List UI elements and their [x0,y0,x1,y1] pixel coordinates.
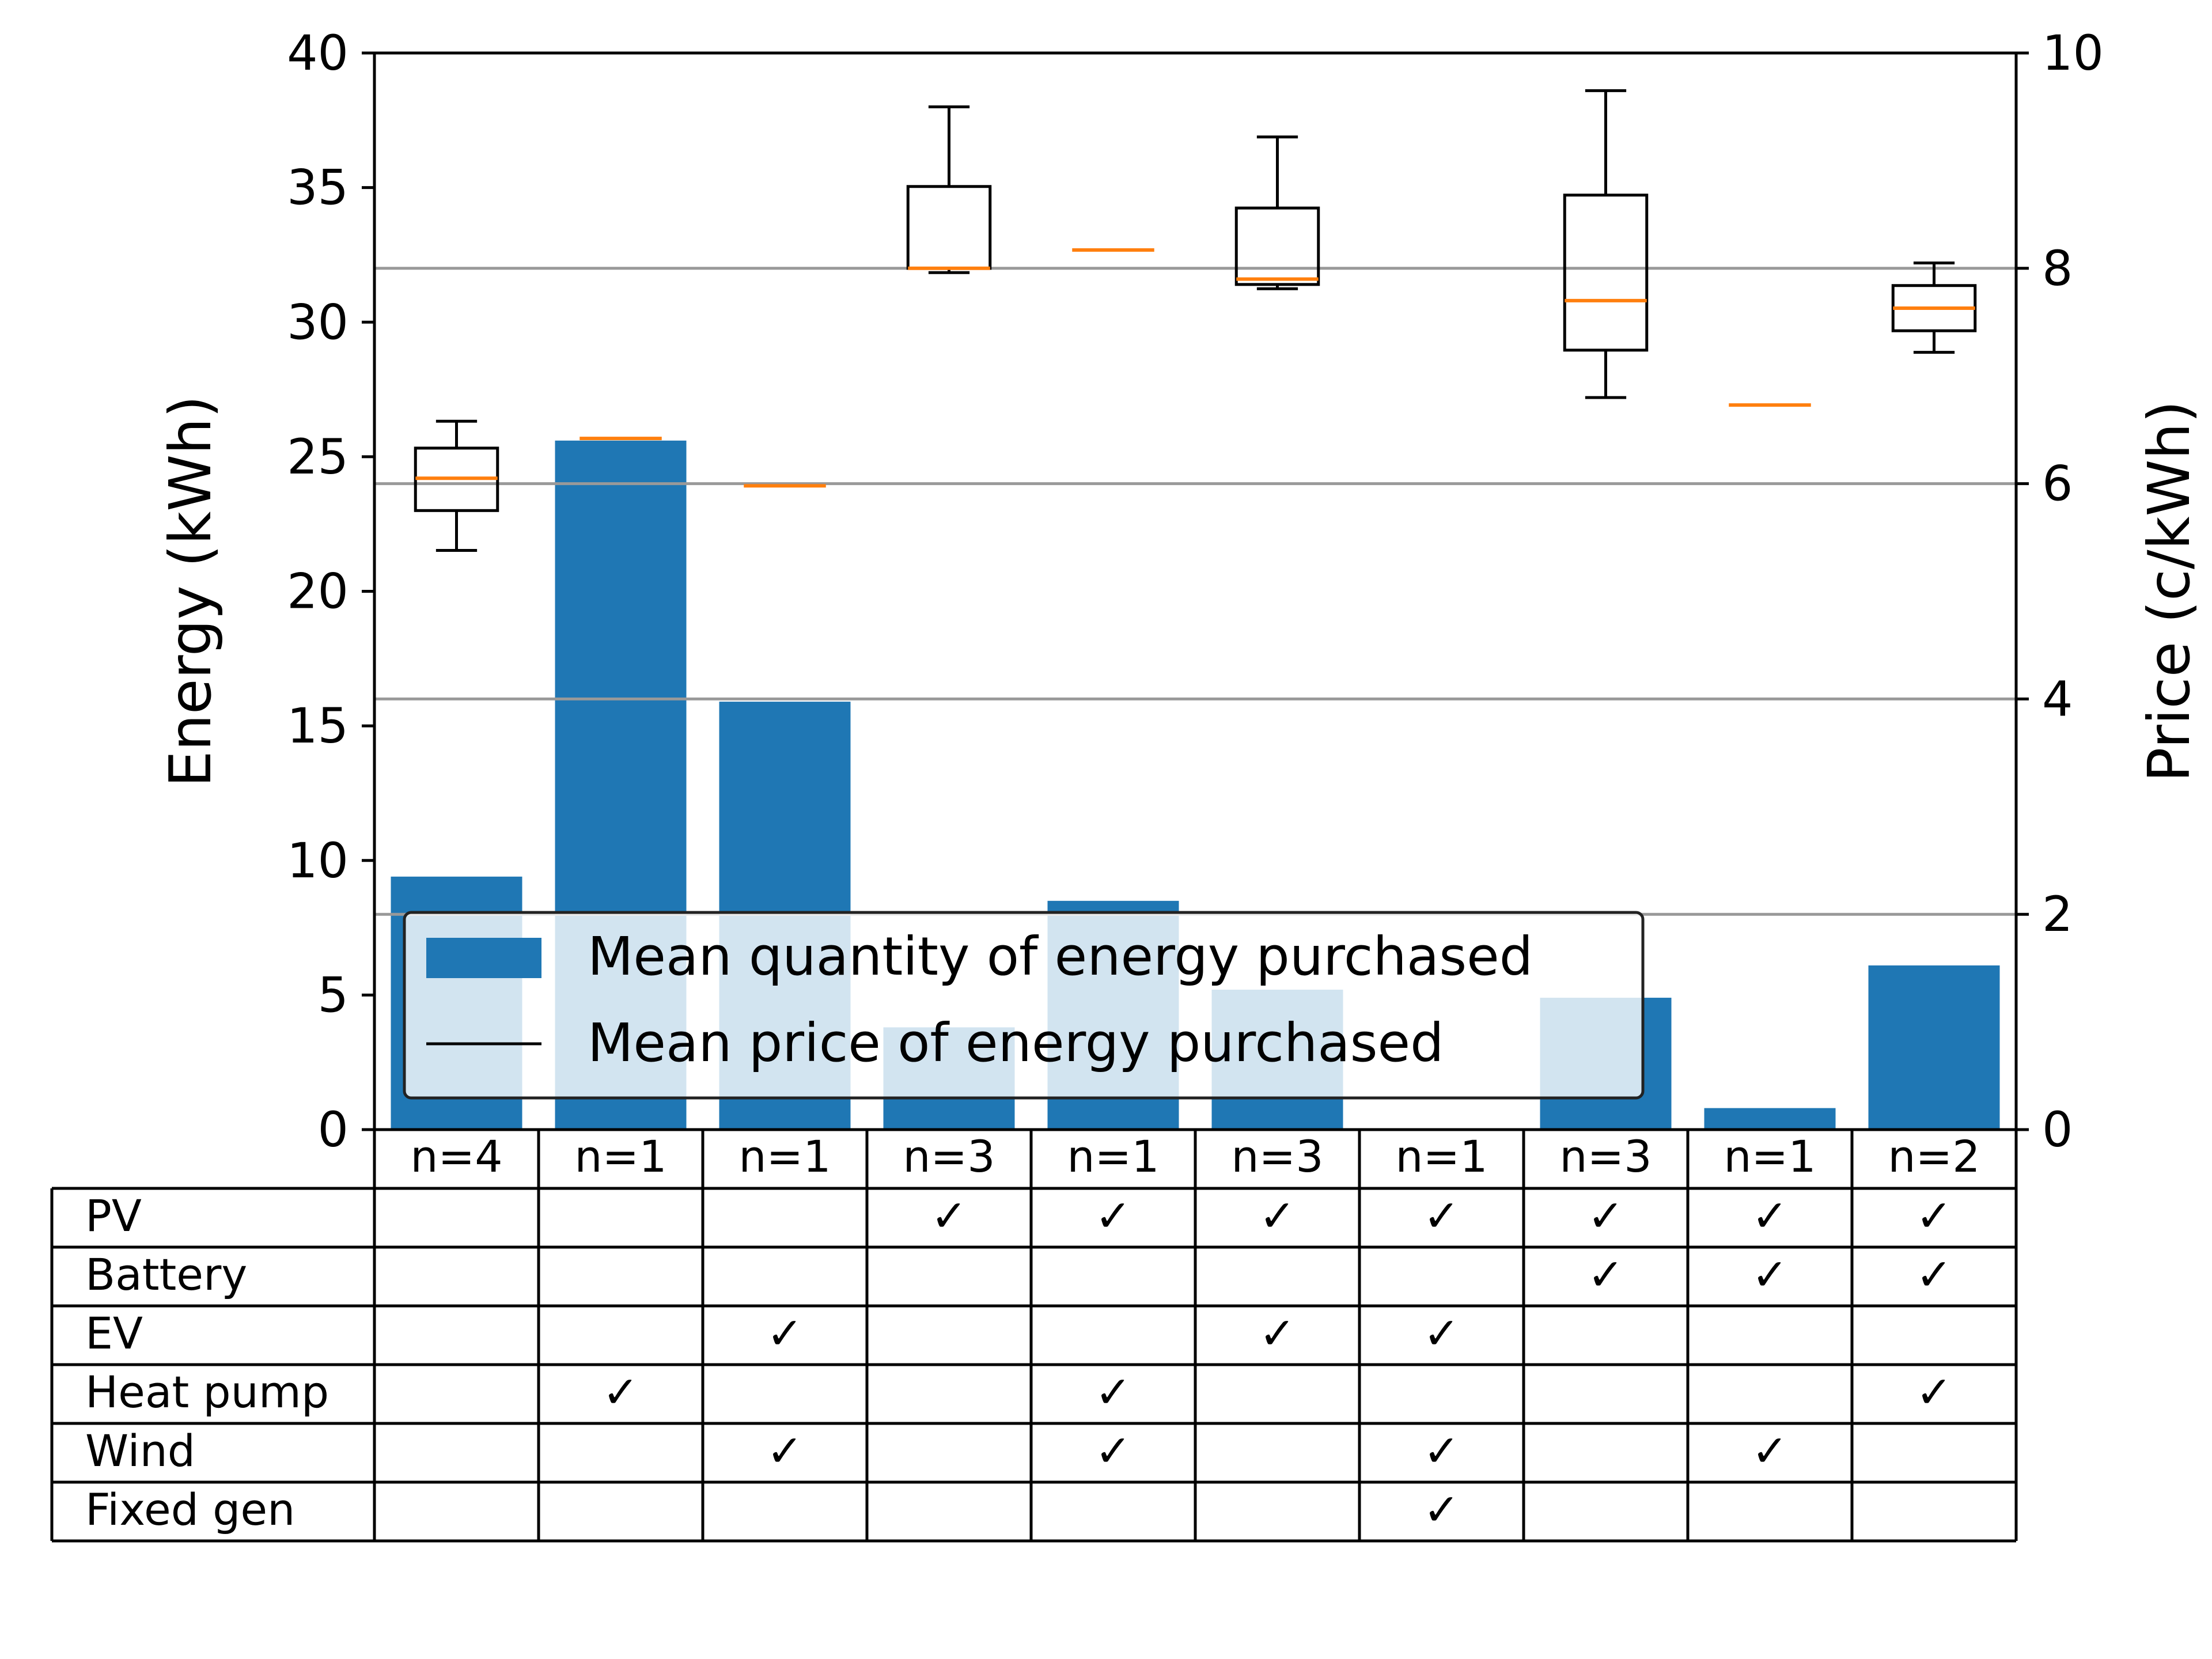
price-box-7 [1563,89,1649,399]
y-tick-label-30: 30 [287,294,349,350]
check-mark: ✓ [1752,1249,1789,1300]
check-mark: ✓ [1423,1190,1460,1241]
check-mark: ✓ [1095,1425,1132,1476]
check-mark: ✓ [767,1425,804,1476]
y-tick-label-0: 0 [318,1101,349,1158]
y2-tick-label-4: 4 [2042,671,2073,727]
legend-bar-label: Mean quantity of energy purchased [588,926,1533,987]
bar-9 [1868,965,2000,1130]
price-box-9 [1891,261,1977,354]
iqr-box [1234,206,1320,286]
row-label-1: Battery [85,1249,247,1300]
price-box-5 [1234,135,1320,290]
check-mark: ✓ [1916,1190,1953,1241]
check-mark: ✓ [1752,1425,1789,1476]
y-tick-label-20: 20 [287,563,349,620]
y-tick-label-10: 10 [287,832,349,889]
column-header-5: n=3 [1231,1131,1323,1182]
y2-tick-label-6: 6 [2042,456,2073,512]
check-mark: ✓ [1423,1308,1460,1359]
row-label-0: PV [85,1190,142,1241]
row-label-5: Fixed gen [85,1484,295,1535]
price-box-0 [414,419,499,552]
y-tick-label-35: 35 [287,160,349,216]
check-mark: ✓ [1423,1425,1460,1476]
check-mark: ✓ [1916,1249,1953,1300]
column-header-8: n=1 [1724,1131,1816,1182]
row-label-2: EV [85,1308,143,1359]
price-boxplots [414,89,1977,552]
y-tick-label-40: 40 [287,25,349,81]
column-header-0: n=4 [410,1131,502,1182]
price-box-3 [906,105,992,274]
column-header-6: n=1 [1395,1131,1487,1182]
check-mark: ✓ [1752,1190,1789,1241]
y2-tick-label-0: 0 [2042,1101,2073,1158]
y-tick-label-15: 15 [287,698,349,754]
column-header-1: n=1 [574,1131,666,1182]
row-label-4: Wind [85,1425,195,1476]
iqr-box [1563,194,1649,352]
legend-bar-swatch [426,938,541,978]
column-header-3: n=3 [903,1131,995,1182]
component-table: n=4 n=1 n=1 n=3 n=1 n=3 n=1 n=3 n=1 n=2 PV ✓ ✓ ✓ ✓ ✓ ✓ ✓ B… [50,1130,2018,1543]
y2-tick-label-10: 10 [2042,25,2104,81]
legend: Mean quantity of energy purchased Mean pr… [403,911,1645,1100]
row-label-3: Heat pump [85,1366,329,1418]
y2-tick-label-8: 8 [2042,240,2073,297]
check-mark: ✓ [1588,1190,1624,1241]
column-header-7: n=3 [1559,1131,1652,1182]
bar-8 [1704,1108,1836,1130]
check-mark: ✓ [931,1190,968,1241]
column-header-4: n=1 [1067,1131,1159,1182]
check-mark: ✓ [1095,1190,1132,1241]
axes: 0 5 10 15 20 25 30 35 40 0 2 4 6 8 10 [287,25,2104,1158]
check-mark: ✓ [1916,1366,1953,1418]
y2-axis-label: Price (c/kWh) [2135,400,2203,782]
check-mark: ✓ [1095,1366,1132,1418]
column-header-2: n=1 [738,1131,831,1182]
check-mark: ✓ [1588,1249,1624,1300]
check-mark: ✓ [603,1366,639,1418]
legend-box [403,911,1645,1100]
legend-line-label: Mean price of energy purchased [588,1012,1444,1074]
check-mark: ✓ [1259,1308,1296,1359]
y2-tick-label-2: 2 [2042,886,2073,942]
y-tick-label-25: 25 [287,429,349,485]
check-mark: ✓ [1259,1190,1296,1241]
y-axis-label: Energy (kWh) [157,395,224,787]
check-mark: ✓ [1423,1484,1460,1535]
check-mark: ✓ [767,1308,804,1359]
y-tick-label-5: 5 [318,967,349,1023]
column-header-9: n=2 [1888,1131,1980,1182]
